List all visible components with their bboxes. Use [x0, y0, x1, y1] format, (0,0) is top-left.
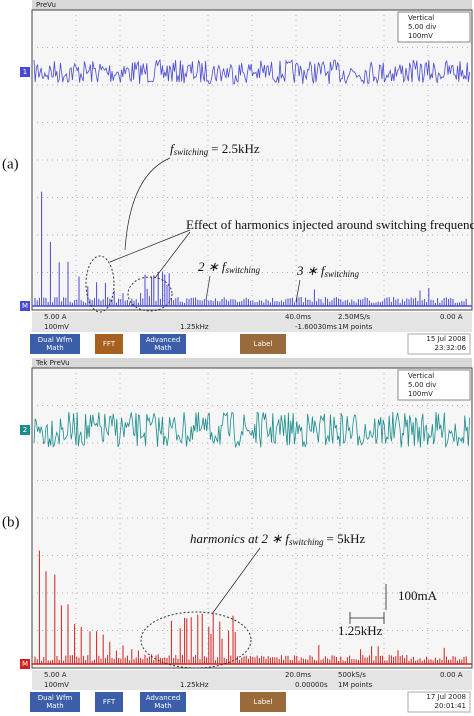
status-bar	[32, 312, 472, 332]
highlight	[85, 255, 115, 313]
legend-row: 100mV	[408, 32, 433, 40]
button-label: Math	[46, 344, 64, 352]
channel-marker-box	[20, 67, 30, 77]
top-bar	[32, 0, 472, 10]
status-rate: 500kS/s	[338, 671, 366, 679]
math-marker: M	[22, 302, 28, 310]
button[interactable]	[30, 692, 80, 712]
annotation: 100mA	[398, 588, 438, 603]
annotation: 3 ∗ fswitching	[296, 263, 360, 279]
status-trigger: 0.00 A	[440, 671, 463, 679]
arrow	[205, 275, 211, 301]
time: 23:32:06	[435, 344, 467, 352]
button-label: Math	[154, 702, 172, 710]
status-points: 1M points	[338, 681, 373, 689]
date: 17 Jul 2008	[426, 693, 466, 701]
legend-box	[397, 11, 471, 43]
waveform	[33, 411, 470, 449]
annotation-main: f	[170, 141, 176, 156]
date-box	[407, 333, 471, 355]
time: 20:01:41	[435, 702, 466, 710]
button-label: Advanced	[146, 336, 181, 344]
status-ch1: 5.00 A	[44, 313, 67, 321]
top-bar-title: PreVu	[36, 1, 56, 9]
math-marker: M	[22, 660, 28, 668]
waveform	[33, 58, 470, 85]
status-freq: 1.25kHz	[180, 681, 209, 689]
button-label: Math	[154, 344, 172, 352]
status-ch1: 5.00 A	[44, 671, 67, 679]
status-scale: 20.0ms	[285, 671, 311, 679]
annotation-main: 2 ∗ f	[198, 259, 228, 274]
status-points: 1M points	[338, 323, 373, 331]
top-bar	[32, 358, 472, 368]
annotation-main: 3 ∗ f	[296, 263, 327, 278]
status-rate: 2.50MS/s	[338, 313, 370, 321]
status-math: 100mV	[44, 681, 69, 689]
arrow	[124, 157, 171, 251]
legend-row: 5.00 div	[408, 381, 436, 389]
button-label: Math	[46, 702, 64, 710]
annotation: Effect of harmonics injected around swit…	[186, 217, 474, 232]
button-label: FFT	[103, 698, 116, 706]
button-label: Label	[254, 698, 273, 706]
legend-box	[397, 369, 471, 401]
channel-marker: 2	[23, 426, 27, 434]
annotation: harmonics at 2 ∗ fswitching = 5kHz	[190, 531, 366, 547]
button-label: Dual Wfm	[38, 336, 73, 344]
annotation-main: harmonics at 2 ∗ f	[190, 531, 291, 546]
arrow	[109, 229, 191, 263]
date-box	[407, 691, 471, 713]
legend-title: Vertical	[408, 14, 434, 22]
annotation-rest: = 2.5kHz	[211, 141, 260, 156]
channel-marker-box	[20, 425, 30, 435]
legend-row: 100mV	[408, 390, 433, 398]
status-math: 100mV	[44, 323, 69, 331]
panel-label: (b)	[2, 514, 20, 530]
button[interactable]	[140, 334, 186, 354]
button[interactable]	[30, 334, 80, 354]
math-marker-box	[20, 301, 30, 311]
arrow	[154, 231, 191, 279]
status-position: 0.00000s	[295, 681, 328, 689]
button-label: FFT	[103, 340, 116, 348]
status-position: -1.60030ms	[295, 323, 337, 331]
annotation-sub: switching	[226, 265, 261, 275]
button[interactable]	[240, 334, 286, 354]
button-label: Advanced	[146, 694, 181, 702]
annotation: fswitching = 2.5kHz	[170, 141, 260, 157]
status-trigger: 0.00 A	[440, 313, 463, 321]
legend-title: Vertical	[408, 372, 434, 380]
button[interactable]	[95, 334, 123, 354]
highlight	[127, 276, 173, 312]
button-label: Dual Wfm	[38, 694, 73, 702]
math-marker-box	[20, 659, 30, 669]
annotation-sub: switching	[174, 147, 209, 157]
date: 15 Jul 2008	[426, 335, 466, 343]
button[interactable]	[95, 692, 123, 712]
legend-row: 5.00 div	[408, 23, 436, 31]
button[interactable]	[240, 692, 286, 712]
channel-marker: 1	[23, 68, 27, 76]
status-bar	[32, 670, 472, 690]
annotation-sub: switching	[289, 537, 324, 547]
status-scale: 40.0ms	[285, 313, 311, 321]
annotation: 2 ∗ fswitching	[198, 259, 261, 275]
panel-label: (a)	[2, 156, 19, 172]
status-freq: 1.25kHz	[180, 323, 209, 331]
highlight	[140, 611, 252, 669]
top-bar-title: Tek PreVu	[35, 359, 70, 367]
arrow	[295, 279, 301, 303]
annotation: 1.25kHz	[338, 623, 383, 638]
button-label: Label	[254, 340, 273, 348]
arrow	[211, 547, 261, 615]
annotation-sub: switching	[325, 269, 360, 279]
annotation-rest: = 5kHz	[327, 531, 366, 546]
button[interactable]	[140, 692, 186, 712]
